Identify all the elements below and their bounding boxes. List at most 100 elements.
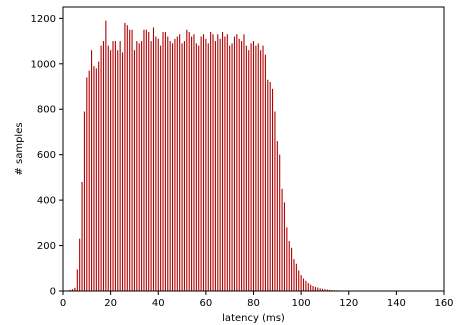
histogram-bar xyxy=(102,41,105,291)
histogram-bar xyxy=(322,288,324,291)
histogram-bar xyxy=(86,77,88,292)
histogram-bar xyxy=(167,36,169,291)
histogram-bar xyxy=(221,31,224,292)
histogram-bar xyxy=(212,34,214,291)
histogram-bar xyxy=(314,286,316,291)
histogram-bar xyxy=(195,43,197,291)
histogram-bar xyxy=(169,41,171,291)
histogram-bar xyxy=(305,280,307,291)
y-tick-label: 1000 xyxy=(31,59,56,70)
x-tick-label: 80 xyxy=(247,298,260,309)
histogram-bar xyxy=(112,41,114,291)
histogram-bar xyxy=(236,34,238,291)
histogram-bar xyxy=(76,269,78,291)
histogram-bar xyxy=(279,154,281,291)
x-tick-label: 20 xyxy=(104,298,117,309)
histogram-bar xyxy=(264,54,266,292)
histogram-bar xyxy=(300,275,302,291)
histogram-bar xyxy=(141,41,143,291)
histogram-bar xyxy=(93,66,95,291)
histogram-bar xyxy=(71,289,74,291)
histogram-bar xyxy=(162,31,164,292)
x-tick-label: 120 xyxy=(339,298,358,309)
histogram-bar xyxy=(138,43,140,291)
histogram-bar xyxy=(238,38,240,292)
histogram-bar xyxy=(200,36,202,291)
histogram-bar xyxy=(105,20,107,291)
histogram-bar xyxy=(219,38,221,292)
histogram-bar xyxy=(250,43,252,291)
histogram-bar xyxy=(121,52,124,291)
histogram-bar xyxy=(317,287,319,291)
histogram-bar xyxy=(276,141,278,291)
histogram-bar xyxy=(293,259,295,291)
histogram-bar xyxy=(117,50,119,291)
bars-layer xyxy=(64,20,409,292)
histogram-bar xyxy=(114,41,116,291)
histogram-bar xyxy=(307,283,309,291)
histogram-bar xyxy=(110,50,112,291)
histogram-bar xyxy=(298,270,300,291)
histogram-bar xyxy=(157,38,159,292)
histogram-bar xyxy=(286,227,288,291)
histogram-bar xyxy=(152,27,155,291)
histogram-bar xyxy=(326,289,328,291)
histogram-bar xyxy=(248,50,250,291)
histogram-bar xyxy=(193,34,195,291)
y-tick-label: 800 xyxy=(37,105,56,116)
histogram-bar xyxy=(124,22,126,292)
histogram-bar xyxy=(91,50,93,291)
histogram-bar xyxy=(281,188,283,291)
histogram-bar xyxy=(181,43,183,291)
histogram-bar xyxy=(81,181,83,291)
histogram-bar xyxy=(260,50,262,291)
y-tick-label: 0 xyxy=(50,287,56,298)
y-axis: 0 200 400 600 800 1000 1200 xyxy=(31,14,63,298)
histogram-bar xyxy=(257,43,259,291)
histogram-bar xyxy=(79,238,81,291)
histogram-bar xyxy=(179,34,181,291)
histogram-bar xyxy=(319,288,321,291)
y-tick-label: 1200 xyxy=(31,14,56,25)
histogram-bar xyxy=(262,45,264,292)
histogram-bar xyxy=(329,289,331,291)
x-tick-label: 140 xyxy=(387,298,406,309)
x-tick-label: 40 xyxy=(152,298,165,309)
histogram-bar xyxy=(217,34,219,291)
x-tick-label: 100 xyxy=(292,298,311,309)
histogram-bar xyxy=(310,284,312,291)
histogram-bar xyxy=(148,31,150,292)
histogram-bar xyxy=(143,29,145,291)
histogram-bar xyxy=(186,29,188,291)
histogram-bar xyxy=(231,43,233,291)
histogram-bar xyxy=(324,289,326,291)
y-tick-label: 600 xyxy=(37,150,56,161)
histogram-bar xyxy=(312,286,314,291)
histogram-bar xyxy=(83,111,85,291)
histogram-bar xyxy=(174,38,176,292)
histogram-bar xyxy=(100,45,102,292)
histogram-bar xyxy=(302,278,305,291)
histogram-bar xyxy=(160,45,162,292)
histogram-bar xyxy=(295,263,297,291)
histogram-bar xyxy=(150,41,152,291)
y-tick-label: 400 xyxy=(37,196,56,207)
y-axis-title: # samples xyxy=(14,122,25,175)
histogram-bar xyxy=(245,45,247,292)
histogram-bar xyxy=(176,36,178,291)
histogram-bar xyxy=(224,36,226,291)
histogram-bar xyxy=(198,45,200,292)
histogram-bar xyxy=(136,41,138,291)
histogram-bar xyxy=(226,34,228,291)
histogram-bar xyxy=(107,45,109,292)
histogram-bar xyxy=(126,25,128,292)
histogram-bar xyxy=(243,34,245,291)
histogram-bar xyxy=(74,287,76,291)
histogram-bar xyxy=(229,45,231,292)
x-tick-label: 60 xyxy=(200,298,213,309)
histogram-bar xyxy=(214,41,216,291)
histogram-bar xyxy=(207,43,209,291)
histogram-bar xyxy=(267,79,269,291)
